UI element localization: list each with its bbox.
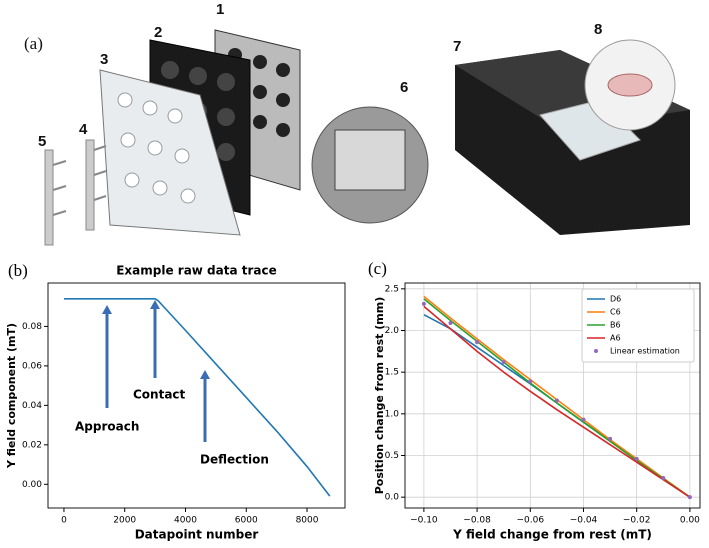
y-tick-label: 1.5 [385, 368, 399, 378]
data-point [608, 436, 613, 441]
x-tick-label: −0.08 [463, 516, 491, 526]
plot-frame [47, 282, 346, 509]
annotation: Contact [133, 388, 186, 402]
panel-label: (c) [368, 259, 387, 278]
panel-a-illustration [44, 29, 690, 246]
data-point [501, 360, 506, 365]
data-point [554, 398, 559, 403]
callout: 4 [79, 121, 88, 138]
callout: 6 [400, 79, 408, 96]
y-tick-label: 0.5 [385, 451, 399, 461]
legend-label: B6 [610, 321, 621, 330]
x-axis-label: Datapoint number [135, 528, 259, 542]
y-tick-label: 0.04 [22, 401, 42, 411]
legend-label: Linear estimation [610, 347, 680, 356]
chart-title: Example raw data trace [116, 264, 277, 278]
callout: 7 [453, 38, 461, 55]
y-axis-label: Position change from rest (mm) [373, 297, 386, 495]
data-point [661, 476, 666, 480]
data-point [475, 340, 480, 345]
y-tick-label: 0.08 [22, 322, 42, 332]
callout: 1 [216, 1, 224, 18]
annotation: Approach [75, 420, 139, 434]
data-point [581, 417, 586, 422]
y-tick-label: 0.02 [22, 440, 42, 450]
y-tick-label: 1.0 [385, 409, 400, 419]
legend-label: D6 [610, 295, 621, 304]
y-tick-label: 0.00 [22, 480, 42, 490]
panel-label: (b) [8, 261, 28, 280]
y-tick-label: 0.06 [22, 361, 42, 371]
x-tick-label: −0.10 [410, 516, 438, 526]
y-axis-label: Y field component (mT) [5, 323, 18, 469]
x-tick-label: −0.02 [623, 516, 651, 526]
x-tick-label: 2000 [113, 516, 136, 526]
plot-frame [404, 282, 701, 509]
y-tick-label: 0.0 [385, 493, 400, 503]
y-tick-label: 2.5 [385, 284, 399, 294]
data-point [634, 456, 639, 461]
x-axis-label: Y field change from rest (mT) [452, 528, 652, 542]
x-tick-label: 6000 [235, 516, 258, 526]
callout: 8 [594, 21, 602, 38]
legend-label: A6 [610, 334, 621, 343]
x-tick-label: −0.06 [516, 516, 544, 526]
arrow-head [150, 300, 160, 309]
panel-label: (a) [24, 34, 43, 53]
x-tick-label: 8000 [296, 516, 319, 526]
arrow-head [102, 305, 112, 314]
arrow-head [200, 370, 210, 379]
callout: 2 [154, 24, 162, 41]
x-tick-label: 0.00 [680, 516, 700, 526]
y-tick-label: 2.0 [385, 326, 400, 336]
annotation: Deflection [200, 453, 269, 467]
data-line [423, 305, 691, 498]
data-point [448, 321, 453, 325]
data-line [423, 298, 691, 498]
legend-box [581, 288, 695, 363]
data-line [63, 297, 331, 497]
data-point [528, 379, 533, 384]
data-point [421, 301, 426, 306]
callout: 3 [100, 51, 108, 68]
x-tick-label: 4000 [174, 516, 197, 526]
data-point [687, 495, 692, 500]
x-tick-label: −0.04 [570, 516, 598, 526]
callout: 5 [38, 133, 46, 150]
legend-label: C6 [610, 308, 621, 317]
legend-swatch [594, 349, 598, 353]
x-tick-label: 0 [61, 516, 67, 526]
